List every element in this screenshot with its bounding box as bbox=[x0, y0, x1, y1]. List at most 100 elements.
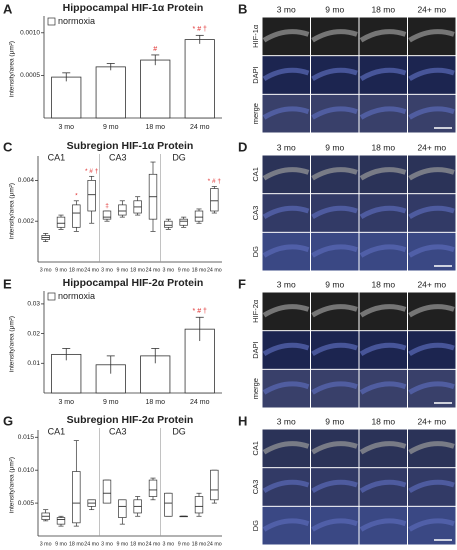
panel-letter: A bbox=[3, 1, 13, 16]
group-label: CA1 bbox=[48, 152, 66, 162]
box bbox=[164, 492, 173, 517]
column-label: 18 mo bbox=[371, 4, 395, 14]
cell-layer bbox=[311, 479, 358, 494]
significance-mark: * # † bbox=[208, 178, 222, 185]
box bbox=[102, 479, 112, 504]
cell-layer bbox=[408, 244, 455, 258]
chart-title: Hippocampal HIF-2α Protein bbox=[63, 277, 204, 289]
significance-mark: * # † bbox=[85, 168, 99, 175]
box bbox=[118, 499, 127, 518]
cell-layer bbox=[262, 479, 310, 494]
cell-layer bbox=[359, 342, 407, 357]
x-tick-label: 18 mo bbox=[146, 399, 166, 406]
x-tick-label: 3 mo bbox=[162, 541, 174, 547]
panel-letter: B bbox=[238, 1, 247, 16]
x-tick-label: 3 mo bbox=[58, 124, 74, 131]
significance-mark: * bbox=[75, 193, 78, 200]
cell-layer bbox=[311, 167, 358, 181]
column-label: 3 mo bbox=[277, 4, 296, 14]
cell-layer bbox=[311, 441, 358, 455]
y-axis-label: intensity/area (μm²) bbox=[9, 41, 16, 97]
x-tick-label: 9 mo bbox=[178, 541, 190, 547]
row-label: HIF-2α bbox=[251, 299, 260, 323]
cell-layer bbox=[311, 244, 358, 258]
x-tick-label: 24 mo bbox=[84, 267, 99, 273]
bar bbox=[140, 59, 171, 119]
row-label: HIF-1α bbox=[251, 24, 260, 48]
column-label: 3 mo bbox=[277, 142, 296, 152]
cell-layer bbox=[262, 381, 310, 395]
x-tick-label: 9 mo bbox=[178, 267, 190, 273]
cell-layer bbox=[408, 342, 455, 357]
x-tick-label: 18 mo bbox=[192, 541, 207, 547]
column-label: 24+ mo bbox=[417, 142, 446, 152]
cell-layer bbox=[359, 106, 407, 120]
cell-layer bbox=[311, 518, 358, 532]
cell-layer bbox=[311, 205, 358, 220]
cell-layer bbox=[262, 342, 310, 357]
cell-layer bbox=[408, 106, 455, 120]
significance-mark: * # † bbox=[193, 26, 208, 33]
panel-letter: D bbox=[238, 139, 247, 154]
row-label: DAPI bbox=[251, 66, 260, 84]
y-tick-label: 0.005 bbox=[18, 500, 35, 507]
column-label: 18 mo bbox=[371, 279, 395, 289]
row-label: DAPI bbox=[251, 341, 260, 359]
group-label: CA3 bbox=[109, 426, 127, 436]
panel-letter: H bbox=[238, 413, 247, 428]
y-tick-label: 0.0005 bbox=[20, 72, 40, 79]
column-label: 24+ mo bbox=[417, 279, 446, 289]
column-label: 9 mo bbox=[325, 4, 344, 14]
box bbox=[210, 469, 219, 501]
panel-letter: F bbox=[238, 276, 246, 291]
column-label: 24+ mo bbox=[417, 4, 446, 14]
group-label: CA3 bbox=[109, 152, 127, 162]
row-label: DG bbox=[251, 520, 260, 531]
y-tick-label: 0.004 bbox=[18, 177, 35, 184]
x-tick-label: 24 mo bbox=[207, 267, 222, 273]
cell-layer bbox=[359, 381, 407, 395]
legend-swatch bbox=[47, 292, 56, 301]
significance-mark: ‡ bbox=[105, 203, 109, 210]
x-tick-label: 18 mo bbox=[192, 267, 207, 273]
bar bbox=[95, 66, 126, 119]
column-label: 18 mo bbox=[371, 416, 395, 426]
cell-layer bbox=[262, 29, 310, 43]
cell-layer bbox=[311, 29, 358, 43]
cell-layer bbox=[359, 244, 407, 258]
bar bbox=[51, 76, 82, 119]
box bbox=[102, 210, 112, 220]
box bbox=[72, 471, 81, 524]
box bbox=[194, 210, 204, 222]
x-tick-label: 18 mo bbox=[146, 124, 166, 131]
column-label: 24+ mo bbox=[417, 416, 446, 426]
x-tick-label: 9 mo bbox=[103, 124, 119, 131]
legend-swatch bbox=[47, 17, 56, 26]
significance-mark: * # † bbox=[193, 308, 208, 315]
panel-letter: C bbox=[3, 139, 13, 154]
legend-label: normoxia bbox=[58, 16, 95, 26]
x-tick-label: 9 mo bbox=[116, 267, 128, 273]
cell-layer bbox=[359, 304, 407, 318]
x-tick-label: 18 mo bbox=[69, 541, 84, 547]
column-label: 9 mo bbox=[325, 416, 344, 426]
x-tick-label: 3 mo bbox=[40, 267, 52, 273]
x-tick-label: 9 mo bbox=[55, 541, 67, 547]
row-label: CA3 bbox=[251, 480, 260, 495]
chart-title: Hippocampal HIF-1α Protein bbox=[63, 2, 204, 14]
cell-layer bbox=[359, 441, 407, 455]
y-tick-label: 0.01 bbox=[27, 360, 40, 367]
cell-layer bbox=[359, 67, 407, 82]
cell-layer bbox=[408, 167, 455, 181]
cell-layer bbox=[408, 441, 455, 455]
y-tick-label: 0.015 bbox=[18, 434, 35, 441]
column-label: 9 mo bbox=[325, 142, 344, 152]
y-tick-label: 0.002 bbox=[18, 218, 35, 225]
legend-label: normoxia bbox=[58, 291, 95, 301]
panel-letter: G bbox=[3, 413, 13, 428]
panel-letter: E bbox=[3, 276, 12, 291]
cell-layer bbox=[359, 29, 407, 43]
cell-layer bbox=[359, 205, 407, 220]
y-tick-label: 0.0010 bbox=[20, 30, 40, 37]
